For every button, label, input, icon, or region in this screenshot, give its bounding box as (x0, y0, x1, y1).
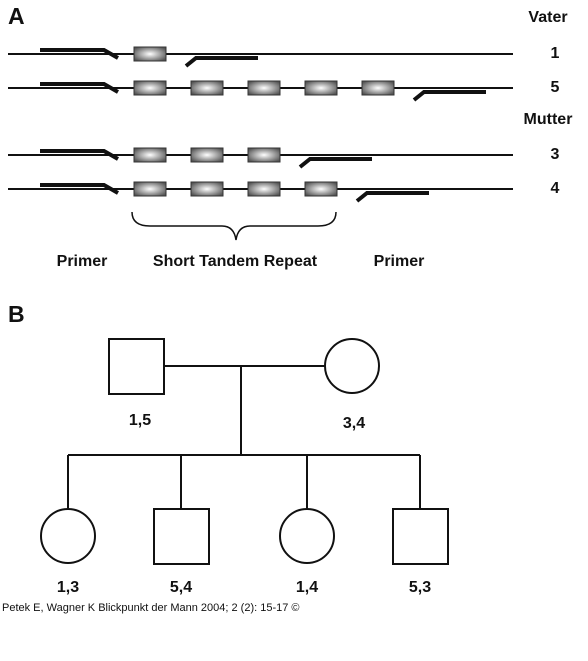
primer-label: Primer (57, 253, 108, 270)
genotype: 3,4 (343, 415, 365, 432)
father (108, 338, 165, 395)
repeat (247, 147, 281, 163)
forward-primer (40, 149, 119, 161)
repeat (304, 181, 338, 197)
panel-label: A (8, 3, 25, 29)
repeat (247, 80, 281, 96)
panel-label: B (8, 301, 25, 327)
group-title: Vater (528, 9, 567, 26)
forward-primer (40, 82, 119, 94)
repeat (133, 147, 167, 163)
genotype: 5,3 (409, 579, 431, 596)
reverse-primer (298, 157, 372, 169)
repeat (133, 80, 167, 96)
allele-label: 1 (551, 45, 560, 62)
genotype: 1,3 (57, 579, 79, 596)
repeat (133, 46, 167, 62)
repeat (190, 181, 224, 197)
str-label: Short Tandem Repeat (153, 253, 318, 270)
allele-label: 3 (551, 146, 560, 163)
daughter (40, 508, 96, 564)
repeat (304, 80, 338, 96)
genotype: 5,4 (170, 579, 192, 596)
son (392, 508, 449, 565)
reverse-primer (184, 56, 258, 68)
reverse-primer (412, 90, 486, 102)
pedigree (68, 338, 420, 456)
repeat (247, 181, 281, 197)
genotype: 1,4 (296, 579, 318, 596)
mother (324, 338, 380, 394)
genotype: 1,5 (129, 412, 151, 429)
repeat (190, 147, 224, 163)
primer-label: Primer (374, 253, 425, 270)
repeat (361, 80, 395, 96)
repeat (190, 80, 224, 96)
reverse-primer (355, 191, 429, 203)
forward-primer (40, 48, 119, 60)
allele-label: 5 (551, 79, 560, 96)
caption: Petek E, Wagner K Blickpunkt der Mann 20… (2, 602, 300, 614)
son (153, 508, 210, 565)
brace (131, 211, 337, 241)
group-title: Mutter (524, 111, 573, 128)
allele-label: 4 (551, 180, 560, 197)
repeat (133, 181, 167, 197)
daughter (279, 508, 335, 564)
forward-primer (40, 183, 119, 195)
